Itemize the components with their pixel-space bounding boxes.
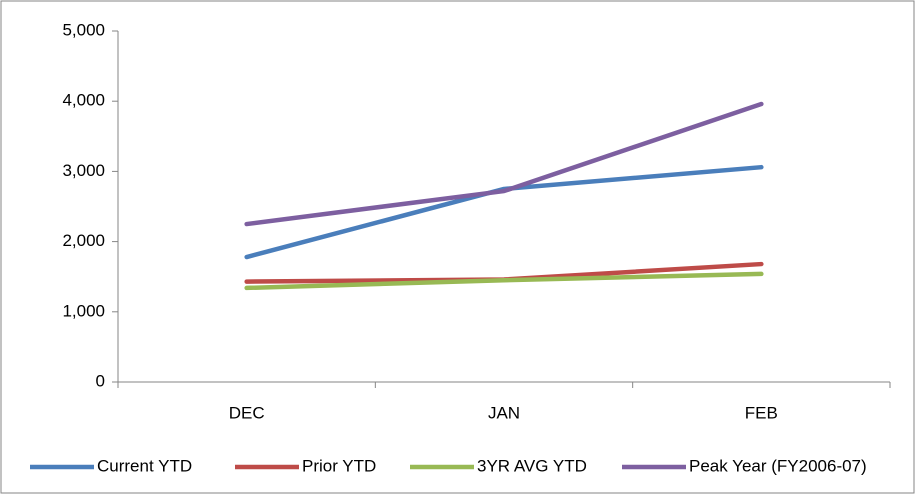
legend-label: Current YTD: [97, 456, 192, 475]
legend-label: Prior YTD: [302, 456, 376, 475]
y-tick-label: 4,000: [62, 91, 105, 110]
x-tick-label: FEB: [745, 403, 778, 422]
x-tick-label: DEC: [229, 403, 265, 422]
series-line: [244, 101, 764, 227]
y-tick-label: 0: [96, 371, 105, 390]
x-tick-label: JAN: [488, 403, 520, 422]
legend-label: Peak Year (FY2006-07): [689, 456, 867, 475]
y-tick-label: 3,000: [62, 161, 105, 180]
y-tick-label: 5,000: [62, 20, 105, 39]
series-line: [244, 271, 764, 291]
y-tick-label: 1,000: [62, 301, 105, 320]
y-tick-label: 2,000: [62, 231, 105, 250]
legend-label: 3YR AVG YTD: [477, 456, 587, 475]
